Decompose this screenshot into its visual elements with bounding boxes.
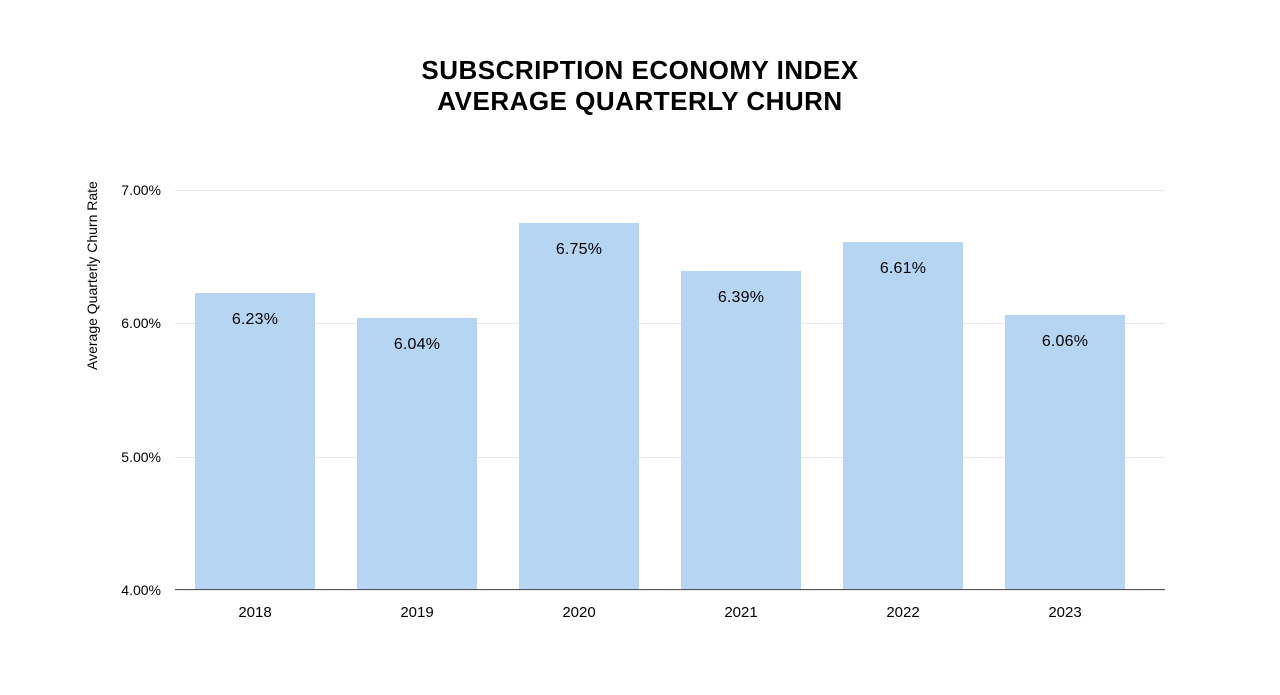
x-tick-label: 2023 [1048,604,1081,621]
bar-value-label: 6.61% [880,260,926,278]
chart-title-line2: AVERAGE QUARTERLY CHURN [0,86,1280,117]
bar [1005,315,1125,590]
bar [681,271,801,590]
plot-area: 4.00% 5.00% 6.00% 7.00% 6.23% 6.04% 6.75… [175,190,1165,590]
y-tick-label: 6.00% [121,315,161,331]
gridline [175,590,1165,591]
bar-value-label: 6.23% [232,311,278,329]
x-tick-label: 2018 [238,604,271,621]
bar-value-label: 6.75% [556,241,602,259]
bar [519,223,639,590]
y-tick-label: 4.00% [121,582,161,598]
y-axis-label: Average Quarterly Churn Rate [84,181,100,370]
x-tick-label: 2020 [562,604,595,621]
y-tick-label: 5.00% [121,449,161,465]
gridline [175,190,1165,191]
bar-value-label: 6.04% [394,336,440,354]
x-axis-line [175,589,1165,590]
chart-title-line1: SUBSCRIPTION ECONOMY INDEX [0,55,1280,86]
x-tick-label: 2022 [886,604,919,621]
x-tick-label: 2019 [400,604,433,621]
bar-value-label: 6.39% [718,289,764,307]
bar-value-label: 6.06% [1042,333,1088,351]
chart-container: SUBSCRIPTION ECONOMY INDEX AVERAGE QUART… [0,0,1280,695]
y-tick-label: 7.00% [121,182,161,198]
bar [843,242,963,590]
bar [195,293,315,590]
chart-title: SUBSCRIPTION ECONOMY INDEX AVERAGE QUART… [0,55,1280,117]
x-tick-label: 2021 [724,604,757,621]
bar [357,318,477,590]
